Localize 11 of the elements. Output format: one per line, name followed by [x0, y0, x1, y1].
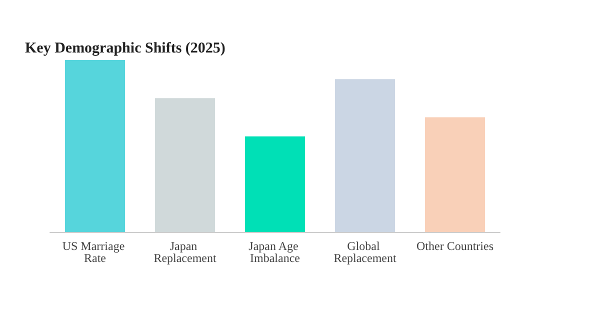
x-tick-label: US Marriage Rate [62, 239, 128, 265]
bar [155, 98, 215, 232]
bar [335, 79, 395, 232]
bar [425, 117, 485, 232]
x-tick-label: Other Countries [416, 239, 494, 253]
x-tick-label: Global Replacement [334, 239, 397, 265]
bar [65, 60, 125, 232]
x-tick-label: Japan Age Imbalance [248, 239, 302, 265]
x-tick-label: Japan Replacement [154, 239, 217, 265]
chart-title: Key Demographic Shifts (2025) [25, 40, 226, 56]
bar [245, 136, 305, 232]
